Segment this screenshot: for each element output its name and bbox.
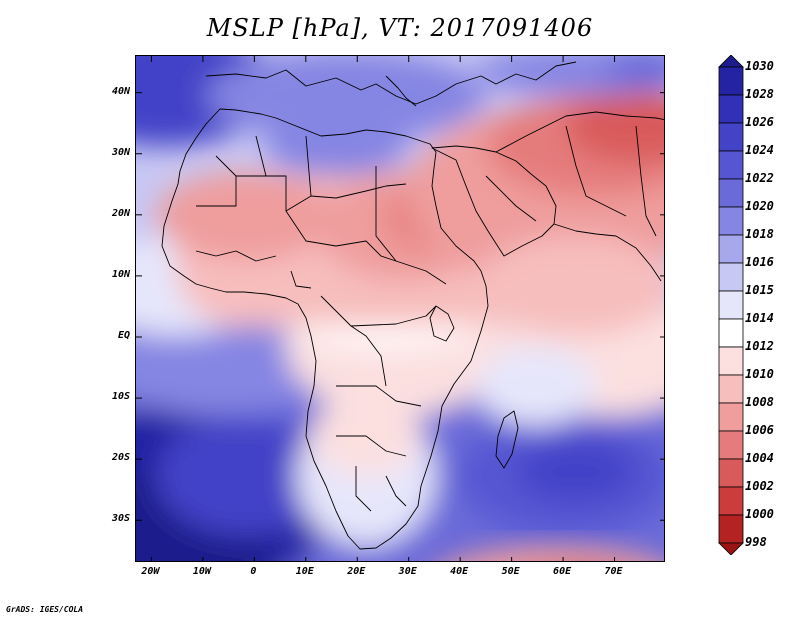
legend-swatch [718, 486, 744, 516]
y-tick-label: 20N [111, 207, 130, 219]
legend-arrow-bottom [718, 542, 744, 555]
legend-swatch [718, 514, 744, 544]
legend-level-label: 1018 [745, 227, 774, 241]
legend-swatch [718, 234, 744, 264]
southern-ocean-low [454, 546, 658, 561]
x-tick-label: 40E [450, 566, 469, 577]
legend-level-label: 1006 [745, 423, 774, 437]
legend-swatch [718, 122, 744, 152]
x-tick-label: 60E [553, 566, 572, 577]
x-tick-label: 30E [398, 566, 417, 577]
legend-level-label: 1004 [745, 451, 774, 465]
x-tick-label: 10E [295, 566, 314, 577]
coastlines [161, 61, 664, 550]
legend-level-label: 1022 [745, 171, 774, 185]
y-tick-label: 40N [111, 85, 130, 97]
legend-level-label: 1016 [745, 255, 774, 269]
chart-title: MSLP [hPa], VT: 2017091406 [206, 14, 594, 42]
legend-level-label: 1026 [745, 115, 774, 129]
color-legend [718, 55, 744, 555]
legend-level-label: 998 [745, 535, 767, 549]
y-tick-label: 20S [111, 452, 130, 464]
y-tick-label: 10S [111, 391, 130, 403]
y-tick-label: 30S [111, 513, 130, 525]
legend-swatch [718, 290, 744, 320]
x-tick-label: 20W [141, 566, 160, 577]
legend-swatch [718, 66, 744, 96]
legend-level-label: 1015 [745, 283, 774, 297]
x-tick-label: 50E [501, 566, 520, 577]
legend-swatch [718, 374, 744, 404]
legend-swatch [718, 318, 744, 348]
legend-swatch [718, 206, 744, 236]
y-tick-label: 10N [111, 268, 130, 280]
legend-swatch [718, 150, 744, 180]
legend-level-label: 1014 [745, 311, 774, 325]
x-tick-label: 70E [604, 566, 623, 577]
legend-level-label: 1002 [745, 479, 774, 493]
y-tick-label: EQ [117, 329, 130, 341]
legend-level-label: 1000 [745, 507, 774, 521]
legend-level-label: 1030 [745, 59, 774, 73]
legend-level-label: 1024 [745, 143, 774, 157]
legend-swatch [718, 402, 744, 432]
x-tick-label: 20E [347, 566, 366, 577]
x-tick-label: 0 [250, 566, 257, 577]
legend-swatch [718, 346, 744, 376]
x-tick-label: 10W [192, 566, 211, 577]
legend-swatch [718, 262, 744, 292]
legend-level-label: 1008 [745, 395, 774, 409]
pressure-shading [136, 56, 664, 561]
legend-swatch [718, 430, 744, 460]
legend-level-label: 1028 [745, 87, 774, 101]
pressure-field-map [136, 56, 664, 561]
legend-level-label: 1010 [745, 367, 774, 381]
legend-level-label: 1020 [745, 199, 774, 213]
legend-level-label: 1012 [745, 339, 774, 353]
y-tick-label: 30N [111, 146, 130, 158]
grads-credit: GrADS: IGES/COLA [6, 605, 84, 614]
legend-swatch [718, 178, 744, 208]
map-plot-area [135, 55, 665, 562]
legend-swatch [718, 94, 744, 124]
legend-swatch [718, 458, 744, 488]
legend-arrow-top [718, 55, 744, 68]
